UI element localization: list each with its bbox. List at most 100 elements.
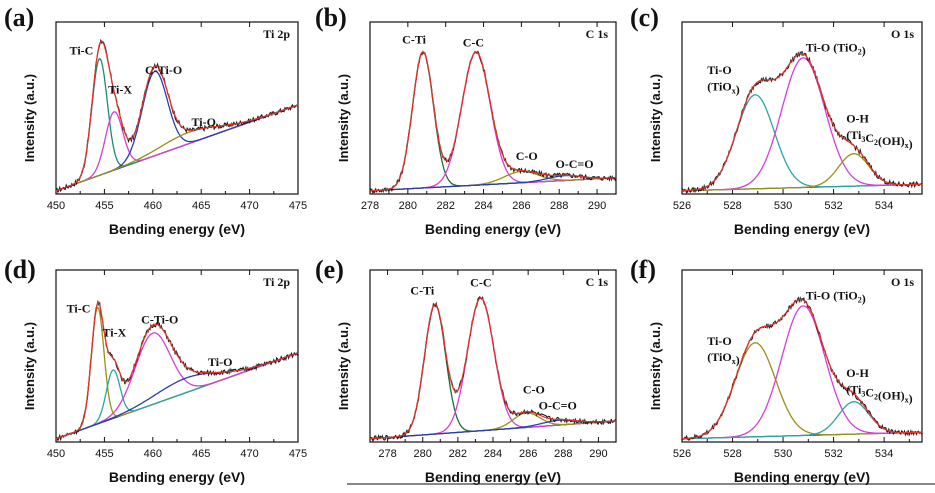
peak-label: Ti-X xyxy=(102,326,126,340)
plot-frame xyxy=(369,269,617,443)
peak-label: (TiOx) xyxy=(707,79,739,96)
fit-peak-c-ti xyxy=(369,303,617,440)
core-level-label: O 1s xyxy=(891,27,914,41)
fit-peak-o-c-o xyxy=(369,174,617,192)
peak-label: O-C=O xyxy=(539,399,577,413)
y-axis-title: Intensity (a.u.) xyxy=(336,322,351,410)
panel-d: (d) Ti 2p 450 455 460 465 470 475 Bending energy… xyxy=(4,255,307,485)
peak-label: O-H xyxy=(846,366,869,380)
peak-label: Ti-C xyxy=(70,44,94,58)
plot-frame xyxy=(681,269,923,443)
x-tick-label: 526 xyxy=(673,200,691,212)
x-tick-label: 290 xyxy=(589,448,607,460)
fit-peak-c-o xyxy=(369,170,616,192)
panel-label: (b) xyxy=(315,3,347,32)
peak-label: Ti-O xyxy=(707,63,731,77)
core-level-label: Ti 2p xyxy=(263,275,290,289)
fit-peak-c-o xyxy=(369,412,617,440)
panel-b: (b) C 1s 278 280 282 284 286 288 290 Bending ener… xyxy=(315,3,617,237)
x-tick-label: 532 xyxy=(824,200,842,212)
envelope-fit-line xyxy=(55,302,299,440)
envelope-fit-line xyxy=(369,297,617,440)
y-axis-title: Intensity (a.u.) xyxy=(336,74,351,162)
peak-label: (TiOx) xyxy=(707,350,739,367)
x-axis-title: Bending energy (eV) xyxy=(734,221,870,237)
x-tick-label: 282 xyxy=(437,200,455,212)
plot-frame xyxy=(681,21,923,195)
y-axis-title: Intensity (a.u.) xyxy=(22,74,37,162)
y-axis-title: Intensity (a.u.) xyxy=(648,74,663,162)
x-tick-label: 530 xyxy=(774,200,792,212)
x-tick-label: 280 xyxy=(414,448,432,460)
peak-label: Ti-X xyxy=(108,83,132,97)
x-tick-label: 288 xyxy=(550,200,568,212)
fit-peak-ti-c xyxy=(55,57,299,192)
x-tick-label: 526 xyxy=(673,448,691,460)
peak-label: C-Ti xyxy=(402,32,426,46)
panel-c: (c) O 1s 526 528 530 532 534 Bending energy (eV… xyxy=(630,3,923,237)
panel-a: (a) Ti 2p 450 455 460 465 470 475 Bending energy… xyxy=(4,3,307,237)
y-axis-title: Intensity (a.u.) xyxy=(22,322,37,410)
peak-label: C-C xyxy=(463,36,484,50)
peak-label: Ti-O xyxy=(192,115,216,129)
panel-label: (e) xyxy=(315,255,344,284)
x-tick-label: 475 xyxy=(289,200,307,212)
x-tick-label: 278 xyxy=(361,200,379,212)
x-tick-label: 534 xyxy=(875,448,893,460)
peak-label: C-O xyxy=(523,382,545,396)
fit-peak-ti-o-tio2- xyxy=(681,305,922,440)
panel-label: (c) xyxy=(630,3,659,32)
peak-label: C-Ti-O xyxy=(141,313,178,327)
peak-label: Ti-O (TiO2) xyxy=(806,288,866,305)
x-tick-label: 288 xyxy=(554,448,572,460)
x-tick-label: 284 xyxy=(474,200,492,212)
panel-label: (d) xyxy=(4,255,36,284)
x-tick-label: 282 xyxy=(449,448,467,460)
x-tick-label: 455 xyxy=(95,200,113,212)
panel-label: (a) xyxy=(4,3,34,32)
core-level-label: O 1s xyxy=(891,275,914,289)
x-axis-title: Bending energy (eV) xyxy=(109,221,245,237)
x-tick-label: 532 xyxy=(824,448,842,460)
x-axis-title: Bending energy (eV) xyxy=(425,469,561,485)
core-level-label: C 1s xyxy=(586,27,609,41)
x-tick-label: 528 xyxy=(723,448,741,460)
x-tick-label: 284 xyxy=(484,448,502,460)
envelope-fit-line xyxy=(682,298,922,440)
envelope-fit-line xyxy=(682,52,922,192)
x-tick-label: 450 xyxy=(47,448,65,460)
peak-label: C-O xyxy=(516,149,538,163)
x-tick-label: 530 xyxy=(774,448,792,460)
plot-frame xyxy=(369,21,617,195)
x-tick-label: 455 xyxy=(95,448,113,460)
x-tick-label: 278 xyxy=(378,448,396,460)
raw-data-line xyxy=(681,295,923,441)
core-level-label: Ti 2p xyxy=(263,27,290,41)
x-tick-label: 280 xyxy=(399,200,417,212)
peak-label: Ti-O xyxy=(707,334,731,348)
envelope-fit-line xyxy=(369,51,617,192)
peak-label: O-H xyxy=(846,112,869,126)
peak-label: O-C=O xyxy=(555,157,593,171)
x-tick-label: 470 xyxy=(240,448,258,460)
panel-label: (f) xyxy=(630,255,656,284)
peak-label: C-Ti-O xyxy=(145,63,182,77)
x-tick-label: 528 xyxy=(723,200,741,212)
raw-data-line xyxy=(369,296,617,442)
x-tick-label: 470 xyxy=(240,200,258,212)
x-tick-label: 450 xyxy=(47,200,65,212)
peak-label: (Ti3C2(OH)x) xyxy=(846,382,912,405)
fit-peak-c-ti-o xyxy=(55,70,299,192)
x-axis-title: Bending energy (eV) xyxy=(109,469,245,485)
peak-label: C-C xyxy=(470,275,491,289)
peak-label: Ti-O xyxy=(208,355,232,369)
plot-frame xyxy=(55,269,299,443)
x-axis-title: Bending energy (eV) xyxy=(734,469,870,485)
envelope-fit-line xyxy=(55,40,299,192)
x-tick-label: 465 xyxy=(192,448,210,460)
x-tick-label: 475 xyxy=(289,448,307,460)
x-tick-label: 465 xyxy=(192,200,210,212)
peak-label: (Ti3C2(OH)x) xyxy=(846,128,912,151)
x-tick-label: 460 xyxy=(144,200,162,212)
